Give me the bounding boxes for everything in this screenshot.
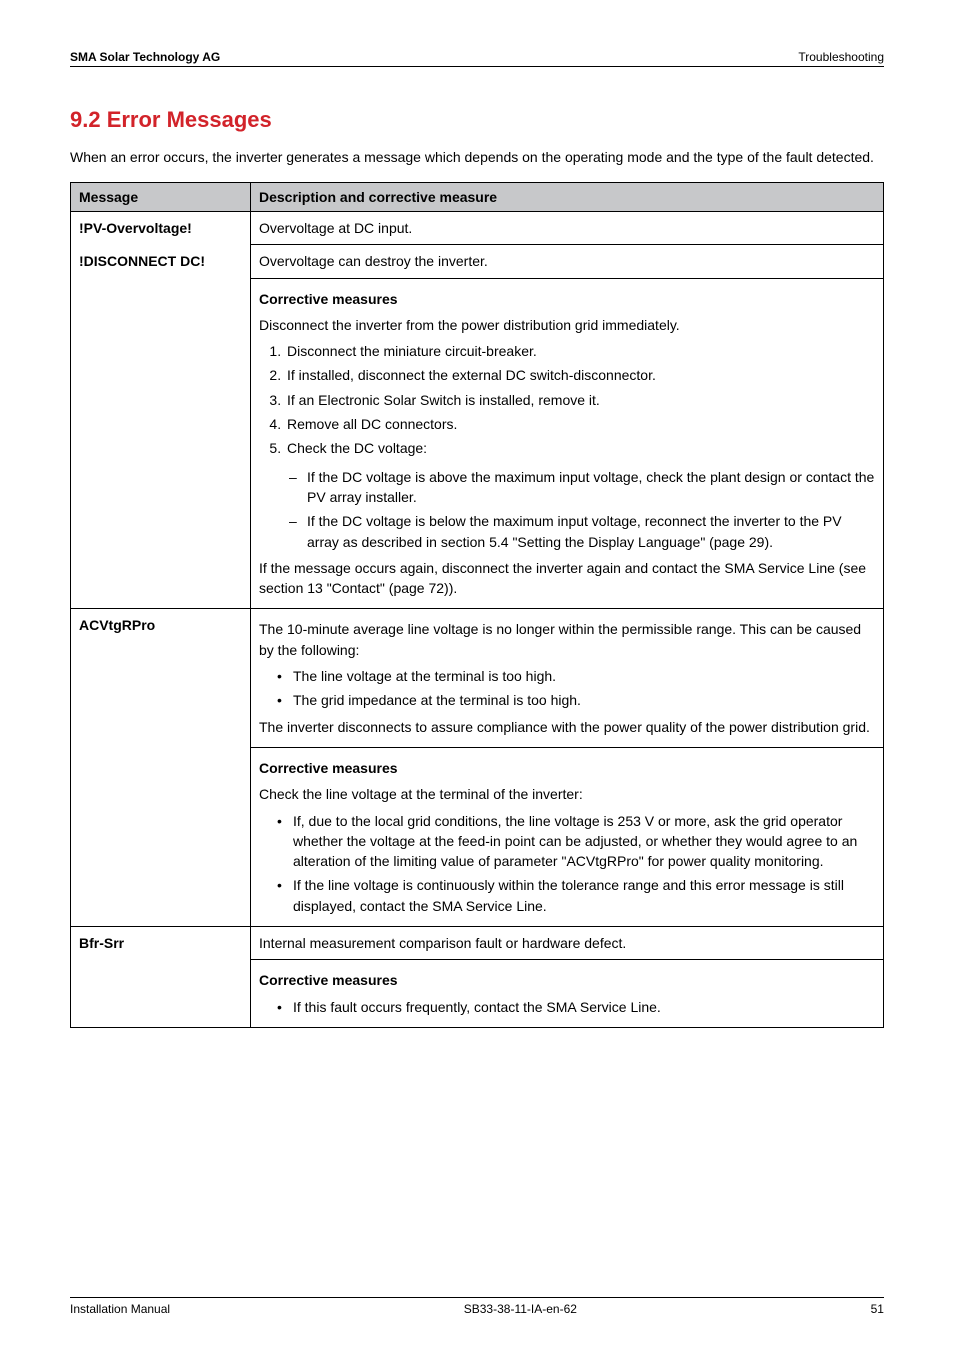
list-item: If, due to the local grid conditions, th… (285, 809, 875, 874)
col-header-message: Message (71, 183, 251, 212)
page-header: SMA Solar Technology AG Troubleshooting (70, 50, 884, 64)
list-item: Remove all DC connectors. (285, 412, 875, 436)
page-container: SMA Solar Technology AG Troubleshooting … (0, 0, 954, 1352)
msg-label-empty (71, 747, 251, 926)
desc-text: The inverter disconnects to assure compl… (259, 717, 875, 737)
header-section: Troubleshooting (798, 50, 884, 64)
list-item: If installed, disconnect the external DC… (285, 363, 875, 387)
corrective-heading: Corrective measures (259, 754, 875, 780)
corrective-intro: Disconnect the inverter from the power d… (259, 315, 875, 335)
steps-list: Disconnect the miniature circuit-breaker… (259, 339, 875, 460)
corrective-intro: Check the line voltage at the terminal o… (259, 784, 875, 804)
section-title: 9.2 Error Messages (70, 107, 884, 133)
msg-label: ACVtgRPro (71, 609, 251, 747)
desc-cell: Corrective measures Disconnect the inver… (251, 278, 884, 609)
corrective-heading: Corrective measures (259, 966, 875, 992)
bullet-list: If, due to the local grid conditions, th… (259, 809, 875, 918)
dash-list: If the DC voltage is above the maximum i… (259, 465, 875, 554)
footer-right: 51 (871, 1302, 884, 1316)
bullet-list: If this fault occurs frequently, contact… (259, 995, 875, 1019)
desc-cell: The 10-minute average line voltage is no… (251, 609, 884, 747)
table-row: Corrective measures Check the line volta… (71, 747, 884, 926)
desc-cell: Corrective measures If this fault occurs… (251, 960, 884, 1028)
list-item: If this fault occurs frequently, contact… (285, 995, 875, 1019)
msg-label: !DISCONNECT DC! (71, 245, 251, 278)
error-messages-table: Message Description and corrective measu… (70, 182, 884, 1028)
table-row: !PV-Overvoltage! Overvoltage at DC input… (71, 212, 884, 245)
footer-rule (70, 1297, 884, 1298)
desc-cell: Corrective measures Check the line volta… (251, 747, 884, 926)
table-row: ACVtgRPro The 10-minute average line vol… (71, 609, 884, 747)
intro-paragraph: When an error occurs, the inverter gener… (70, 147, 884, 168)
footer-left: Installation Manual (70, 1302, 170, 1316)
desc-cell: Overvoltage can destroy the inverter. (251, 245, 884, 278)
list-item: If the line voltage is continuously with… (285, 873, 875, 918)
list-item: If the DC voltage is above the maximum i… (295, 465, 875, 510)
list-item: If an Electronic Solar Switch is install… (285, 388, 875, 412)
list-item: The grid impedance at the terminal is to… (285, 688, 875, 712)
table-header-row: Message Description and corrective measu… (71, 183, 884, 212)
msg-label: Bfr-Srr (71, 927, 251, 960)
desc-text: The 10-minute average line voltage is no… (259, 619, 875, 660)
table-row: !DISCONNECT DC! Overvoltage can destroy … (71, 245, 884, 278)
desc-cell: Overvoltage at DC input. (251, 212, 884, 245)
msg-label-empty (71, 960, 251, 1028)
footer-center: SB33-38-11-IA-en-62 (464, 1302, 577, 1316)
list-item: Check the DC voltage: (285, 436, 875, 460)
desc-text: Overvoltage at DC input. (259, 220, 412, 236)
footer-row: Installation Manual SB33-38-11-IA-en-62 … (70, 1302, 884, 1316)
corrective-heading: Corrective measures (259, 285, 875, 311)
bullet-list: The line voltage at the terminal is too … (259, 664, 875, 713)
page-footer: Installation Manual SB33-38-11-IA-en-62 … (70, 1297, 884, 1316)
list-item: If the DC voltage is below the maximum i… (295, 509, 875, 554)
table-row: Bfr-Srr Internal measurement comparison … (71, 927, 884, 960)
list-item: The line voltage at the terminal is too … (285, 664, 875, 688)
msg-label-empty (71, 278, 251, 609)
table-row: Corrective measures Disconnect the inver… (71, 278, 884, 609)
desc-cell: Internal measurement comparison fault or… (251, 927, 884, 960)
col-header-description: Description and corrective measure (251, 183, 884, 212)
desc-text: Overvoltage can destroy the inverter. (259, 253, 488, 269)
desc-text: If the message occurs again, disconnect … (259, 558, 875, 599)
table-row: Corrective measures If this fault occurs… (71, 960, 884, 1028)
header-company: SMA Solar Technology AG (70, 50, 220, 64)
msg-label: !PV-Overvoltage! (71, 212, 251, 245)
desc-text: Internal measurement comparison fault or… (259, 935, 626, 951)
list-item: Disconnect the miniature circuit-breaker… (285, 339, 875, 363)
header-rule (70, 66, 884, 67)
